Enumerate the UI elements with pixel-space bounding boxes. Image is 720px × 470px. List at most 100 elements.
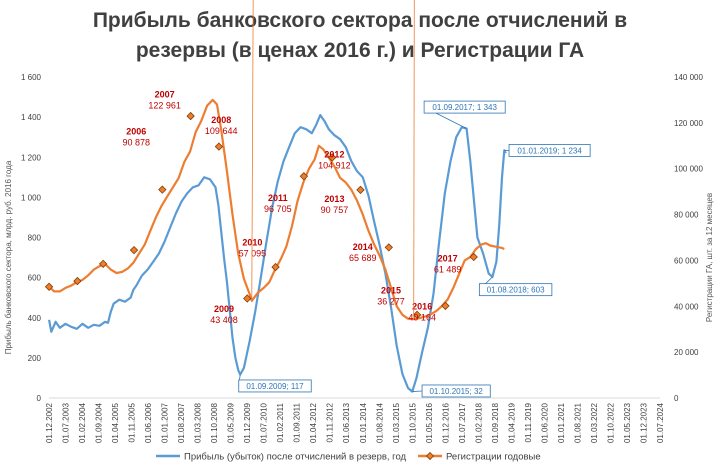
y-axis-title-left: Прибыль банковского сектора, млрд. руб. …: [4, 160, 13, 354]
annotation-value: 109 644: [205, 126, 238, 136]
annotation-year: 2016: [412, 302, 432, 312]
y-tick-left: 600: [28, 274, 42, 283]
series-marker: [441, 301, 450, 311]
x-tick: 01.07.2010: [260, 402, 269, 443]
y-tick-right: 60 000: [674, 256, 699, 265]
y-tick-left: 1 400: [21, 113, 42, 122]
x-tick: 01.10.2022: [606, 402, 615, 443]
callout-label: 01.09.2017; 1 343: [432, 103, 497, 112]
legend-label-profit: Прибыль (убыток) после отчислений в резе…: [184, 452, 407, 463]
x-tick: 01.01.2014: [359, 402, 368, 443]
x-tick: 01.09.2018: [491, 402, 500, 443]
annotation-value: 122 961: [148, 101, 181, 111]
x-tick: 01.02.2004: [78, 402, 87, 443]
x-tick: 01.12.2009: [243, 402, 252, 443]
y-tick-right: 40 000: [674, 302, 699, 311]
annotation-year: 2015: [381, 286, 401, 296]
annotation-year: 2017: [438, 254, 458, 264]
series-marker: [98, 259, 108, 269]
x-tick: 01.12.2023: [639, 402, 648, 443]
x-tick: 01.06.2006: [144, 402, 153, 443]
annotation-value: 90 757: [321, 205, 349, 215]
x-tick: 01.05.2016: [425, 402, 434, 443]
series-marker: [44, 282, 54, 291]
legend-marker: [425, 451, 435, 461]
annotation-value: 43 408: [210, 315, 238, 325]
series-marker: [469, 252, 478, 262]
callout-label: 01.10.2015; 32: [429, 387, 483, 396]
series-marker: [73, 276, 82, 286]
legend-label-registrations: Регистрации годовые: [446, 452, 541, 463]
callout-leader: [412, 390, 423, 392]
y-tick-right: 20 000: [674, 348, 699, 357]
x-tick: 01.09.2004: [95, 402, 104, 443]
series-marker: [356, 185, 365, 195]
series-marker: [129, 245, 139, 255]
x-tick: 01.11.2012: [326, 402, 335, 442]
callout-box: [478, 283, 553, 297]
series-marker: [214, 142, 224, 151]
callout-label: 01.09.2009; 117: [246, 382, 304, 391]
callout-box: [238, 379, 312, 393]
x-tick: 01.03.2008: [194, 402, 203, 443]
x-tick: 01.12.2016: [441, 402, 450, 443]
x-tick: 01.08.2014: [375, 402, 384, 443]
y-tick-left: 1 200: [21, 153, 42, 162]
x-tick: 01.06.2013: [342, 402, 351, 443]
x-tick: 01.10.2008: [210, 402, 219, 443]
annotation-value: 61 489: [434, 265, 462, 275]
callout-label: 01.08.2018; 603: [487, 286, 545, 295]
x-tick: 01.01.2021: [557, 402, 566, 443]
callout-box: [508, 144, 591, 157]
x-tick: 01.06.2020: [540, 402, 549, 443]
x-tick: 01.12.2002: [45, 402, 54, 443]
x-tick: 01.10.2015: [408, 402, 417, 443]
y-tick-right: 120 000: [674, 119, 703, 128]
y-tick-left: 800: [28, 234, 42, 243]
x-tick: 01.07.2024: [656, 402, 665, 443]
series-marker: [384, 243, 393, 252]
annotation-value: 40 164: [408, 313, 436, 323]
x-tick: 01.02.2018: [474, 402, 483, 443]
x-tick: 01.11.2005: [128, 402, 137, 442]
series-marker: [412, 310, 422, 319]
annotation-value: 90 878: [123, 137, 151, 147]
x-tick: 01.01.2007: [161, 402, 170, 443]
annotation-year: 2012: [324, 149, 344, 159]
callout-label: 01.01.2019; 1 234: [517, 146, 582, 155]
callout-box: [421, 384, 491, 398]
series-line-profit: [48, 114, 507, 393]
x-tick: 01.08.2021: [573, 402, 582, 443]
y-tick-right: 0: [674, 394, 679, 403]
x-tick: 01.02.2011: [276, 402, 285, 442]
annotation-year: 2007: [155, 90, 175, 100]
y-tick-left: 1 600: [21, 73, 42, 82]
series-marker: [271, 262, 280, 272]
y-axis-title-right: Регистрации ГА, шт. за 12 месяцев: [705, 193, 714, 322]
x-tick: 01.07.2003: [62, 402, 71, 443]
x-tick: 01.03.2015: [392, 402, 401, 443]
y-tick-right: 140 000: [674, 73, 703, 82]
x-tick: 01.04.2005: [111, 402, 120, 443]
x-tick: 01.08.2007: [177, 402, 186, 443]
series-marker: [299, 172, 309, 181]
annotation-value: 96 705: [264, 204, 292, 214]
annotation-year: 2014: [353, 242, 373, 252]
y-tick-right: 100 000: [674, 165, 703, 174]
annotation-value: 104 912: [318, 160, 351, 170]
x-tick: 01.04.2012: [309, 402, 318, 443]
y-tick-right: 80 000: [674, 211, 699, 220]
series-marker: [158, 185, 167, 194]
x-tick: 01.07.2017: [458, 402, 467, 443]
chart-title: Прибыль банковского сектора после отчисл…: [92, 9, 628, 62]
annotation-value: 65 689: [349, 253, 377, 263]
callout-leader: [413, 0, 415, 320]
annotation-year: 2006: [126, 126, 146, 136]
y-tick-left: 200: [28, 354, 42, 363]
series-marker: [243, 294, 252, 303]
annotation-year: 2013: [324, 194, 344, 204]
y-tick-left: 0: [37, 394, 42, 403]
y-tick-left: 400: [28, 314, 42, 323]
